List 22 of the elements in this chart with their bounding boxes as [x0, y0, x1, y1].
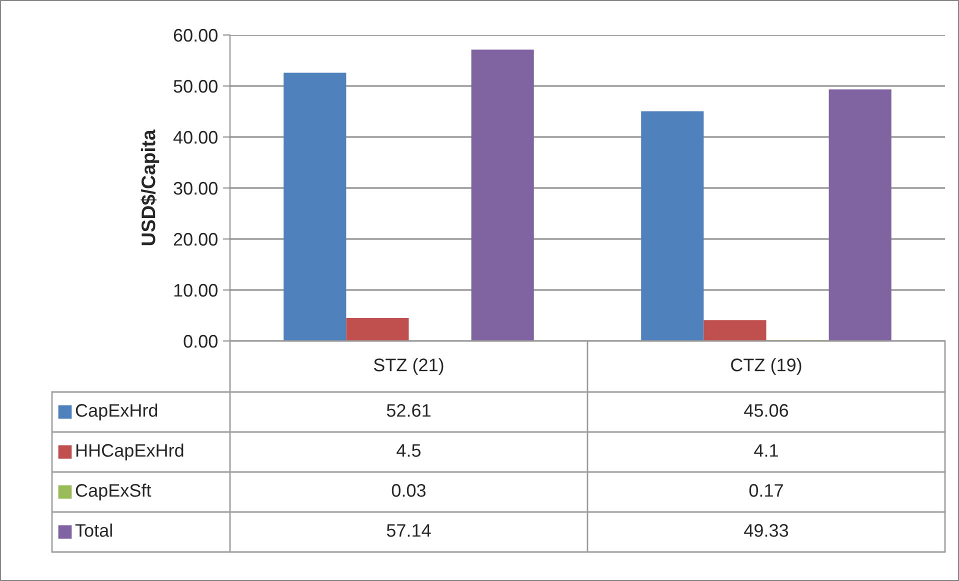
legend-label: HHCapExHrd [76, 444, 184, 460]
y-tick-label: 20.00 [174, 232, 218, 246]
data-label: 57.14 [386, 524, 431, 537]
data-label: 49.33 [744, 524, 788, 537]
data-label: 4.5 [396, 444, 421, 457]
legend-label: Total [75, 524, 112, 537]
legend-label: CapExHrd [76, 404, 158, 420]
data-label: 0.03 [392, 484, 426, 497]
data-label: 52.61 [386, 404, 430, 417]
legend-label: CapExSft [76, 484, 152, 500]
y-tick-label: 50.00 [174, 80, 218, 93]
y-tick-label: 60.00 [174, 28, 218, 42]
y-tick-label: 40.00 [173, 130, 218, 144]
y-tick-label: 10.00 [174, 284, 218, 297]
x-tick-label: STZ (21) [374, 358, 444, 375]
data-label: 0.17 [749, 484, 783, 497]
y-axis-title: USD$/Capita [140, 130, 160, 246]
x-tick-label: CTZ (19) [731, 358, 802, 375]
y-tick-label: 30.00 [174, 182, 218, 195]
y-tick-label: 0.00 [184, 334, 218, 348]
data-label: 45.06 [744, 404, 788, 417]
data-label: 4.1 [754, 444, 778, 457]
